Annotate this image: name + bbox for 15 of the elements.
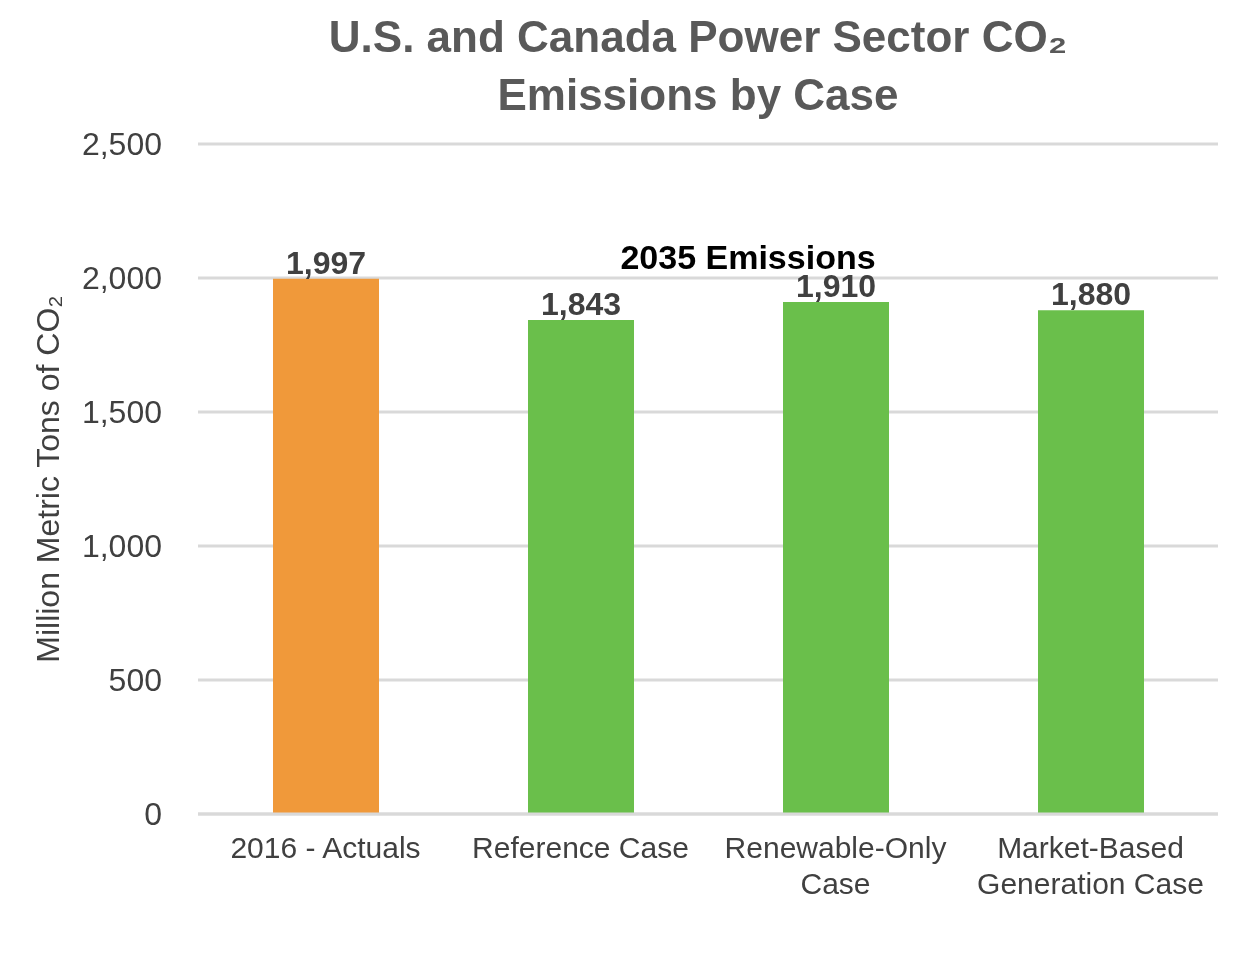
- y-tick-label: 1,000: [81, 528, 162, 565]
- y-tick-label: 500: [108, 662, 162, 699]
- data-label: 1,997: [285, 244, 367, 281]
- y-tick-label: 2,500: [81, 126, 162, 163]
- chart-title: U.S. and Canada Power Sector CO₂ Emissions by Case: [327, 11, 1069, 121]
- data-label: 1,880: [1050, 276, 1132, 313]
- x-tick-label: Reference Case: [472, 831, 689, 864]
- data-label: 1,843: [540, 286, 622, 323]
- x-tick-label: Renewable-Only Case: [724, 831, 947, 900]
- y-tick-label: 0: [144, 796, 162, 833]
- x-tick-label: Market-Based Generation Case: [977, 831, 1204, 900]
- x-tick-label: 2016 - Actuals: [230, 831, 421, 864]
- y-axis-title: Million Metric Tons of CO₂: [30, 295, 67, 663]
- y-tick-label: 2,000: [81, 260, 162, 297]
- y-tick-label: 1,500: [81, 394, 162, 431]
